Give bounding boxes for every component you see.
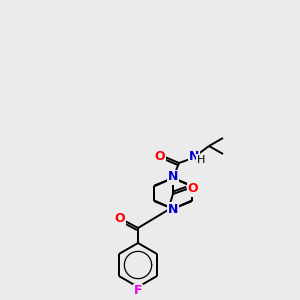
- Text: N: N: [189, 151, 199, 164]
- Text: N: N: [168, 170, 178, 184]
- Text: N: N: [168, 203, 178, 216]
- Text: F: F: [134, 284, 142, 298]
- Text: O: O: [115, 212, 125, 226]
- Text: H: H: [197, 155, 205, 165]
- Text: O: O: [188, 182, 198, 196]
- Text: O: O: [155, 149, 165, 163]
